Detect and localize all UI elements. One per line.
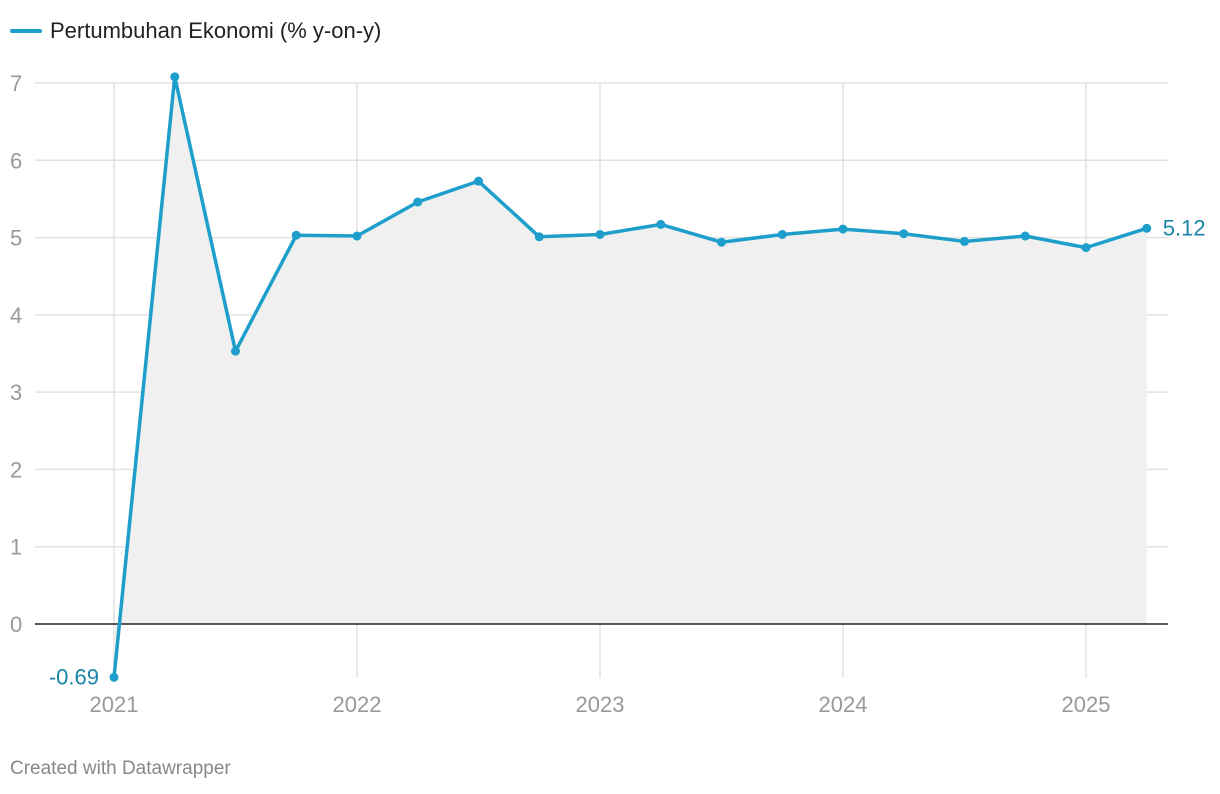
data-point: [1081, 243, 1091, 253]
series-line: [112, 75, 1148, 678]
data-point: [109, 672, 119, 682]
x-tick-label: 2024: [819, 692, 868, 717]
legend-label: Pertumbuhan Ekonomi (% y-on-y): [50, 18, 382, 43]
data-point: [656, 219, 666, 229]
data-point: [1020, 231, 1030, 241]
data-point: [474, 176, 483, 186]
legend-swatch: [10, 29, 42, 33]
y-tick-label: 0: [10, 612, 22, 637]
data-point: [170, 72, 180, 82]
data-points: [109, 72, 1152, 682]
data-point: [291, 230, 301, 240]
y-tick-label: 4: [10, 303, 22, 328]
area-fill: [114, 76, 1147, 678]
data-point: [534, 232, 544, 242]
data-point: [413, 197, 423, 207]
data-point: [352, 231, 362, 241]
y-tick-label: 7: [10, 71, 22, 96]
y-tick-label: 5: [10, 226, 22, 251]
data-point: [838, 224, 848, 234]
data-label: 5.12: [1163, 215, 1206, 240]
y-tick-label: 2: [10, 457, 22, 482]
data-point: [960, 236, 969, 246]
data-point: [777, 229, 787, 239]
footer-credit: Created with Datawrapper: [10, 758, 231, 779]
data-label: -0.69: [49, 664, 99, 689]
x-tick-label: 2023: [576, 692, 625, 717]
y-tick-label: 6: [10, 148, 22, 173]
data-point: [1142, 223, 1152, 233]
x-axis: 2021 2022 2023 2024 2025: [90, 692, 1111, 717]
data-point: [231, 346, 240, 356]
area-fill-shape: [114, 76, 1147, 678]
y-tick-label: 1: [10, 535, 22, 560]
series-line-path: [112, 75, 1148, 678]
x-tick-label: 2025: [1062, 692, 1111, 717]
legend: Pertumbuhan Ekonomi (% y-on-y): [10, 16, 381, 46]
y-axis: 0 1 2 3 4 5 6 7: [10, 71, 22, 637]
data-point: [899, 229, 909, 239]
x-tick-label: 2021: [90, 692, 139, 717]
data-point: [717, 237, 726, 247]
y-tick-label: 3: [10, 380, 22, 405]
x-tick-label: 2022: [333, 692, 382, 717]
data-labels: -0.69 5.12: [49, 215, 1206, 689]
data-point: [595, 229, 605, 239]
